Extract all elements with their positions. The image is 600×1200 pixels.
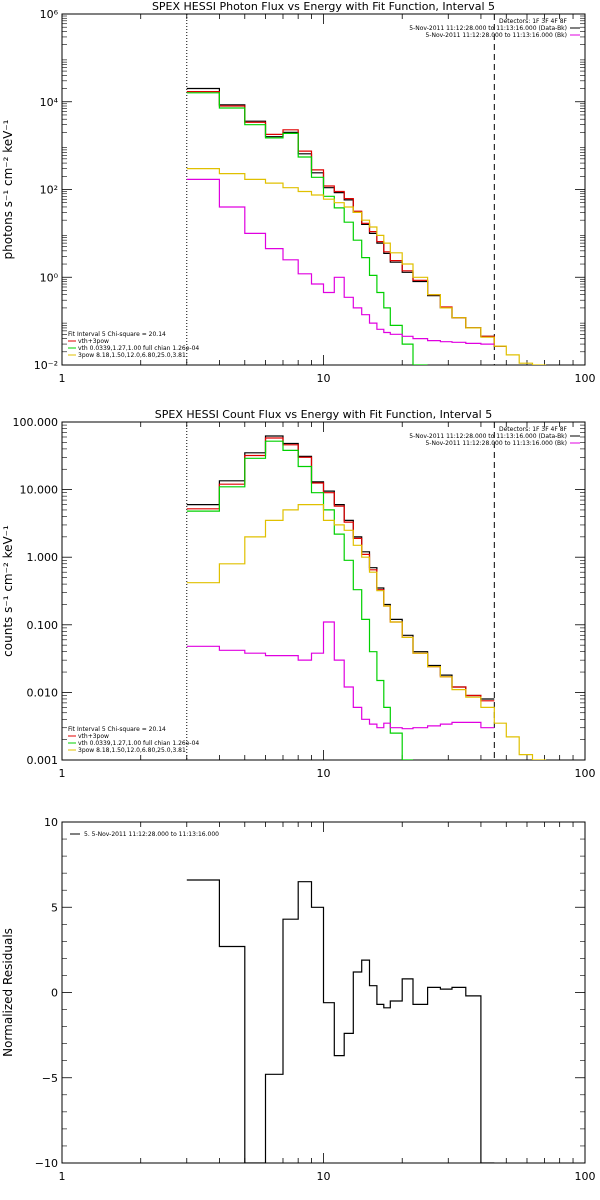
x-tick-label: 100 [575,372,596,385]
legend-entry-3: vth 0.0339,1.27,1.00 full chian 1.26e-04 [78,345,199,352]
legend-entry-2: vth+3pow [78,338,109,345]
info-text-2: 5-Nov-2011 11:12:28.000 to 11:13:16.000 … [409,433,567,440]
x-tick-label: 10 [317,372,331,385]
legend-entry-4: 3pow 8.18,1.50,12.0,6.80,25.0,3.81 [78,747,186,754]
info-text-1: Detectors: 1F 3F 4F 8F [499,18,568,25]
series-line-5 [186,621,495,730]
y-tick-label: 1.000 [27,551,59,564]
info-text-2: 5-Nov-2011 11:12:28.000 to 11:13:16.000 … [409,25,567,32]
series-line-5 [186,178,495,345]
y-tick-label: 10 [44,816,58,829]
series-line-2 [186,437,495,702]
chart-title: SPEX HESSI Count Flux vs Energy with Fit… [155,408,492,421]
series-line-3 [186,92,428,365]
y-tick-label: 0.010 [27,686,59,699]
legend-entry-4: 3pow 8.18,1.50,12.0,6.80,25.0,3.81 [78,352,186,359]
chart-2: SPEX HESSI Count Flux vs Energy with Fit… [1,408,596,780]
series-line-2 [186,91,507,347]
y-tick-label: 0.100 [27,619,59,632]
y-tick-label: 10⁰ [40,271,59,284]
legend-entry-1: Fit Interval 5 Chi-square = 20.14 [68,331,166,338]
y-tick-label: 100.000 [13,416,59,429]
x-tick-label: 10 [317,767,331,780]
series-line-1 [186,87,507,347]
y-tick-label: 10⁶ [40,8,59,21]
legend-entry-1: 5. 5-Nov-2011 11:12:28.000 to 11:13:16.0… [84,831,219,838]
series-line-4 [186,504,547,760]
y-tick-label: −10 [35,1157,58,1170]
legend-entry-2: vth+3pow [78,733,109,740]
y-tick-label: 10⁻² [34,359,58,372]
y-axis-label: counts s⁻¹ cm⁻² keV⁻¹ [1,525,15,657]
legend-entry-3: vth 0.0339,1.27,1.00 full chian 1.26e-04 [78,740,199,747]
chart-title: SPEX HESSI Photon Flux vs Energy with Fi… [152,0,495,13]
y-tick-label: 0.001 [27,754,59,767]
x-tick-label: 100 [575,767,596,780]
info-text-3: 5-Nov-2011 11:12:28.000 to 11:13:16.000 … [425,32,567,39]
y-tick-label: 10.000 [20,484,59,497]
y-tick-label: 0 [51,987,58,1000]
series-line-4 [186,168,547,365]
series-line-3 [186,440,413,760]
chart-1: SPEX HESSI Photon Flux vs Energy with Fi… [1,0,596,385]
x-tick-label: 100 [575,1170,596,1183]
y-tick-label: 5 [51,901,58,914]
x-tick-label: 1 [59,372,66,385]
info-text-3: 5-Nov-2011 11:12:28.000 to 11:13:16.000 … [425,440,567,447]
plot-frame [61,421,586,761]
x-tick-label: 1 [59,1170,66,1183]
y-axis-label: Normalized Residuals [1,928,15,1057]
info-text-1: Detectors: 1F 3F 4F 8F [499,426,568,433]
y-axis-label: photons s⁻¹ cm⁻² keV⁻¹ [1,119,15,259]
chart-3: Normalized Residuals 1 10 100 −10 −5 0 5 10 5. 5-… [1,816,596,1183]
y-tick-label: 10² [40,184,58,197]
legend-entry-1: Fit Interval 5 Chi-square = 20.14 [68,726,166,733]
x-tick-label: 1 [59,767,66,780]
y-tick-label: 10⁴ [40,96,59,109]
x-tick-label: 10 [317,1170,331,1183]
series-line-1 [186,879,495,1163]
y-tick-label: −5 [42,1072,58,1085]
